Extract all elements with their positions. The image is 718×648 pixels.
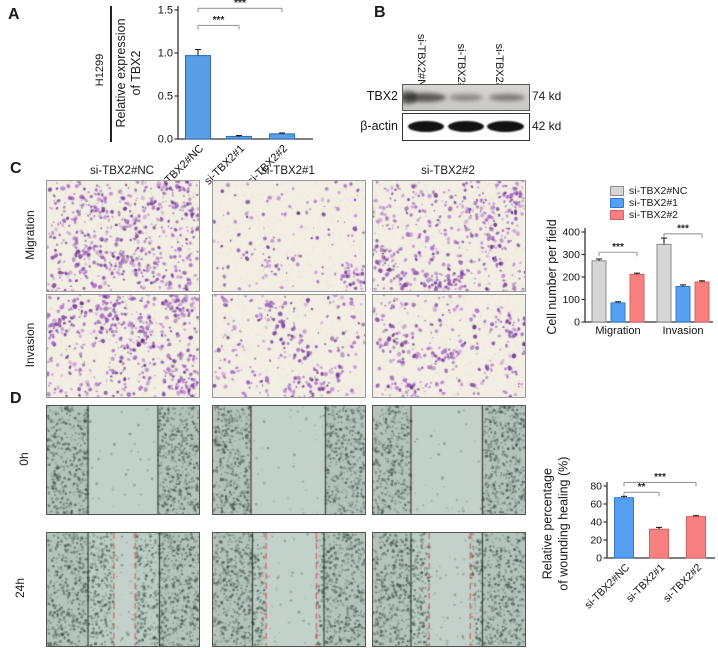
legend-label: si-TBX2#1 [629, 197, 679, 209]
panel-a-label: A [8, 6, 20, 23]
blot-protein-label-tbx2: TBX2 [366, 89, 398, 103]
y-tick-label: 200 [562, 272, 580, 284]
bar [686, 516, 706, 559]
panel-c-column-header-2: si-TBX2#2 [421, 165, 475, 177]
transwell-image-migration-si2 [372, 180, 526, 292]
bar [610, 302, 626, 323]
bar [656, 243, 672, 323]
transwell-image-invasion-nc [46, 294, 200, 398]
panel-c-y-axis-title: Cell number per field [545, 219, 559, 335]
y-tick-label: 100 [562, 294, 580, 306]
transwell-image-invasion-si1 [212, 294, 366, 398]
bar [629, 273, 645, 323]
legend-swatch [610, 210, 624, 220]
sig-stars: *** [234, 0, 246, 9]
panel-b-lane-label-2: si-TBX2#2 [493, 43, 505, 95]
tbx2-band-1 [449, 94, 483, 101]
legend-label: si-TBX2#2 [629, 209, 679, 221]
bar [591, 260, 607, 323]
bar [694, 281, 710, 323]
panel-c-bar-chart: 0 100 200 300 400 Migration Invasion *** *** [562, 223, 713, 337]
category-label: Migration [595, 325, 640, 337]
legend-swatch [610, 186, 624, 196]
y-tick-label: 300 [562, 249, 580, 261]
y-tick-label: 20 [590, 535, 602, 547]
kd-label-74: 74 kd [532, 89, 562, 103]
wound-image-0h-si2 [372, 405, 526, 515]
category-label: si-TBX2#1 [624, 562, 667, 605]
legend-entry: si-TBX2#NC [610, 185, 687, 197]
panel-d-row-label-0h: 0h [17, 452, 31, 466]
panel-b-lane-label-nc: si-TBX2#NC [415, 33, 427, 95]
bar [185, 55, 211, 140]
panel-c-row-label-invasion: Invasion [23, 322, 37, 368]
category-label: si-TBX2#NC [582, 561, 632, 611]
sig-stars: *** [654, 472, 666, 483]
panel-d-label: D [10, 390, 22, 407]
y-tick-label: 60 [590, 499, 602, 511]
panel-a-divider-line [110, 6, 112, 142]
bactin-band-1 [448, 121, 484, 132]
panel-c-row-label-migration: Migration [23, 210, 37, 260]
panel-a-bar-chart: 0.00.51.01.5si-TBX2#NCsi-TBX2#1si-TBX2#2… [154, 0, 313, 194]
bar [226, 135, 252, 140]
y-tick-label: 1.5 [158, 5, 173, 17]
panel-b-lane-label-1: si-TBX2#1 [455, 43, 467, 95]
category-label: Invasion [663, 325, 704, 337]
bactin-band-2 [487, 121, 524, 132]
y-tick-label: 1.0 [158, 48, 173, 60]
wound-image-0h-si1 [212, 405, 366, 515]
sig-stars: *** [612, 242, 624, 253]
sig-stars: *** [213, 15, 225, 26]
panel-c-label: C [10, 160, 22, 177]
y-tick-label: 80 [590, 481, 602, 493]
transwell-image-migration-si1 [212, 180, 366, 292]
blot-protein-label-bactin: β-actin [360, 119, 398, 133]
bar [614, 497, 634, 559]
legend-entry: si-TBX2#2 [610, 209, 687, 221]
western-blot-tbx2 [402, 84, 530, 111]
panel-d-row-label-24h: 24h [13, 577, 27, 599]
y-tick-label: 0.5 [158, 91, 173, 103]
transwell-image-migration-nc [46, 180, 200, 292]
wound-image-0h-nc [46, 405, 200, 515]
legend-entry: si-TBX2#1 [610, 197, 687, 209]
tbx2-band-2 [489, 94, 525, 101]
panel-b-label: B [374, 4, 386, 21]
panel-d-y-axis-title-line2: of wounding healing (%) [556, 456, 570, 591]
bar [649, 528, 669, 559]
panel-d-bar-chart: 020406080si-TBX2#NCsi-TBX2#1si-TBX2#2***… [582, 472, 715, 611]
y-tick-label: 400 [562, 227, 580, 239]
panel-c-legend: si-TBX2#NC si-TBX2#1 si-TBX2#2 [610, 185, 687, 221]
y-tick-label: 0 [596, 553, 602, 565]
legend-label: si-TBX2#NC [629, 185, 688, 197]
y-tick-label: 0 [574, 317, 580, 329]
panel-c-column-header-nc: si-TBX2#NC [90, 165, 154, 177]
legend-swatch [610, 198, 624, 208]
y-tick-label: 40 [590, 517, 602, 529]
sig-stars: *** [677, 223, 689, 234]
tbx2-band-nc-edge [403, 91, 417, 104]
y-tick-label: 0.0 [158, 134, 173, 146]
category-label: si-TBX2#2 [661, 562, 704, 605]
bar [675, 285, 691, 323]
wound-image-24h-si1 [212, 532, 366, 647]
tbx2-band-nc [404, 93, 446, 102]
kd-label-42: 42 kd [532, 119, 562, 133]
transwell-image-invasion-si2 [372, 294, 526, 398]
panel-d-y-axis-title-line1: Relative percentage [540, 468, 555, 580]
bactin-band-nc [408, 121, 444, 132]
sig-stars: ** [638, 482, 646, 493]
western-blot-bactin [402, 113, 530, 141]
wound-image-24h-si2 [372, 532, 526, 647]
wound-image-24h-nc [46, 532, 200, 647]
bar [269, 133, 295, 140]
panel-d-y-axis-title: Relative percentage of wounding healing … [540, 434, 571, 614]
panel-c-column-header-1: si-TBX2#1 [261, 165, 315, 177]
